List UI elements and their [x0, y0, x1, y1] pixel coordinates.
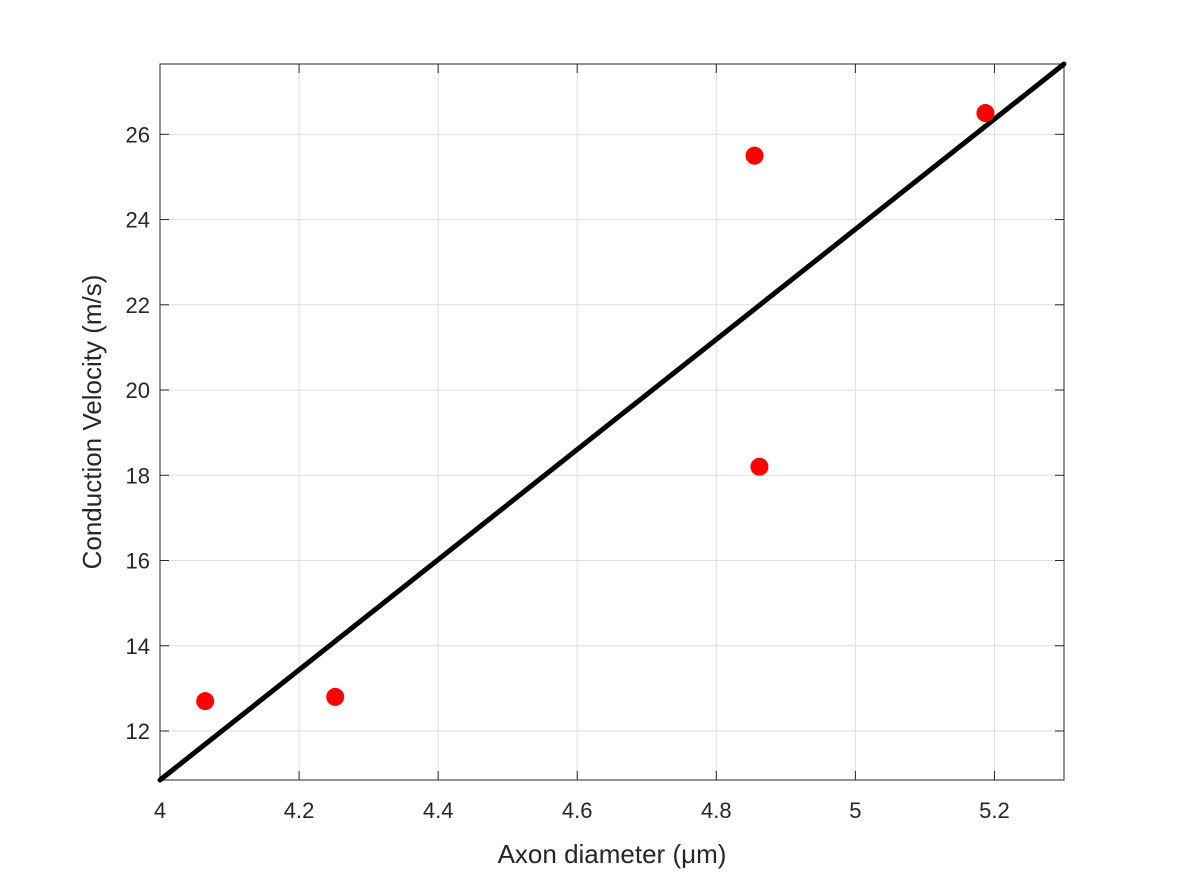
plot-area-frame [159, 63, 1065, 781]
x-tick-label: 5 [849, 798, 861, 823]
x-tick-label: 4.4 [423, 798, 454, 823]
data-point [976, 104, 995, 123]
x-tick-label: 4.2 [284, 798, 315, 823]
fit-line [157, 61, 1067, 783]
x-tick-label: 4.6 [562, 798, 593, 823]
y-tick-label: 26 [126, 122, 150, 147]
data-points [196, 104, 995, 711]
y-tick-label: 16 [126, 549, 150, 574]
x-axis-title: Axon diameter (μm) [498, 839, 727, 869]
x-tick-label: 5.2 [979, 798, 1010, 823]
y-tick-label: 18 [126, 463, 150, 488]
y-tick-label: 14 [126, 634, 150, 659]
data-point [326, 687, 345, 706]
y-tick-label: 20 [126, 378, 150, 403]
y-tick-label: 12 [126, 719, 150, 744]
axis-ticks [159, 64, 1064, 780]
y-axis-title: Conduction Velocity (m/s) [77, 275, 107, 570]
fit-line-group [157, 61, 1067, 783]
y-tick-label: 24 [126, 208, 150, 233]
y-tick-label: 22 [126, 293, 150, 318]
x-tick-label: 4.8 [701, 798, 732, 823]
data-point [196, 692, 215, 711]
tick-labels: 4 4.2 4.4 4.6 4.8 5 5.2 12 14 16 18 20 22 24 26 [126, 122, 1010, 823]
grid-lines [159, 64, 1064, 780]
data-point [745, 146, 764, 165]
data-point [750, 457, 769, 476]
x-tick-label: 4 [154, 798, 166, 823]
